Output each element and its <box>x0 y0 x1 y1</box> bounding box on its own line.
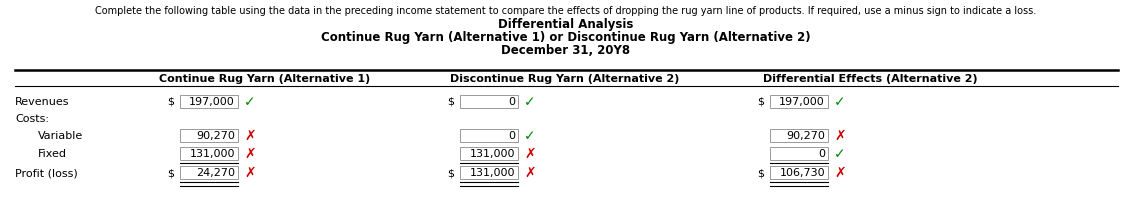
Text: 0: 0 <box>508 97 516 107</box>
Bar <box>180 129 238 142</box>
Bar <box>460 147 518 160</box>
Text: Differential Analysis: Differential Analysis <box>499 18 633 31</box>
Text: $: $ <box>167 97 174 107</box>
Text: Variable: Variable <box>39 131 83 141</box>
Bar <box>460 95 518 108</box>
Text: $: $ <box>757 97 764 107</box>
Bar <box>180 95 238 108</box>
Text: $: $ <box>757 168 764 178</box>
Text: ✗: ✗ <box>245 147 256 161</box>
Text: ✗: ✗ <box>245 166 256 180</box>
Text: ✗: ✗ <box>834 166 846 180</box>
Text: 0: 0 <box>508 131 516 141</box>
Text: Discontinue Rug Yarn (Alternative 2): Discontinue Rug Yarn (Alternative 2) <box>450 74 680 84</box>
Text: 131,000: 131,000 <box>469 149 516 159</box>
Text: 197,000: 197,000 <box>780 97 825 107</box>
Bar <box>770 147 828 160</box>
Text: Revenues: Revenues <box>15 97 69 107</box>
Text: ✓: ✓ <box>834 147 846 161</box>
Text: 24,270: 24,270 <box>196 168 235 178</box>
Bar <box>460 129 518 142</box>
Bar <box>770 129 828 142</box>
Text: Differential Effects (Alternative 2): Differential Effects (Alternative 2) <box>763 74 978 84</box>
Text: $: $ <box>167 168 174 178</box>
Bar <box>770 95 828 108</box>
Text: $: $ <box>448 97 454 107</box>
Text: 90,270: 90,270 <box>786 131 825 141</box>
Text: ✗: ✗ <box>245 129 256 143</box>
Text: 197,000: 197,000 <box>189 97 235 107</box>
Text: ✗: ✗ <box>525 166 536 180</box>
Text: ✓: ✓ <box>525 129 536 143</box>
Text: 106,730: 106,730 <box>780 168 825 178</box>
Text: Fixed: Fixed <box>39 149 67 159</box>
Bar <box>770 166 828 179</box>
Text: Complete the following table using the data in the preceding income statement to: Complete the following table using the d… <box>95 6 1037 16</box>
Text: December 31, 20Y8: December 31, 20Y8 <box>502 44 631 57</box>
Text: 90,270: 90,270 <box>196 131 235 141</box>
Text: 131,000: 131,000 <box>189 149 235 159</box>
Text: Profit (loss): Profit (loss) <box>15 168 78 178</box>
Bar <box>180 147 238 160</box>
Text: 131,000: 131,000 <box>469 168 516 178</box>
Text: 0: 0 <box>818 149 825 159</box>
Text: Continue Rug Yarn (Alternative 1): Continue Rug Yarn (Alternative 1) <box>160 74 370 84</box>
Text: ✓: ✓ <box>834 95 846 109</box>
Text: $: $ <box>448 168 454 178</box>
Text: ✓: ✓ <box>525 95 536 109</box>
Text: Continue Rug Yarn (Alternative 1) or Discontinue Rug Yarn (Alternative 2): Continue Rug Yarn (Alternative 1) or Dis… <box>321 31 811 44</box>
Text: ✗: ✗ <box>834 129 846 143</box>
Text: ✗: ✗ <box>525 147 536 161</box>
Bar <box>460 166 518 179</box>
Bar <box>180 166 238 179</box>
Text: Costs:: Costs: <box>15 114 49 124</box>
Text: ✓: ✓ <box>245 95 256 109</box>
